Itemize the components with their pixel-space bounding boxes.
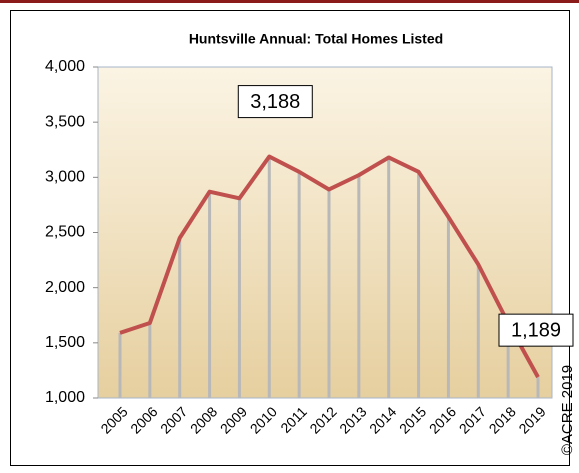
y-tick-label: 3,000 <box>45 169 85 186</box>
y-tick-label: 2,500 <box>45 224 85 241</box>
y-tick-label: 2,000 <box>45 279 85 296</box>
data-label-box <box>237 85 313 119</box>
series-line <box>119 154 540 379</box>
copyright: ©ACRE 2019 <box>559 365 576 455</box>
data-label: 3,188 <box>250 91 300 113</box>
chart-title: Huntsville Annual: Total Homes Listed <box>189 31 443 47</box>
plot-area <box>97 66 553 399</box>
y-tick-label: 1,000 <box>45 389 85 406</box>
data-label: 1,189 <box>511 319 561 341</box>
y-tick-label: 1,500 <box>45 334 85 351</box>
y-tick-label: 4,000 <box>45 58 85 75</box>
data-label-box <box>498 313 574 347</box>
y-tick-label: 3,500 <box>45 113 85 130</box>
top-rule <box>0 0 579 3</box>
